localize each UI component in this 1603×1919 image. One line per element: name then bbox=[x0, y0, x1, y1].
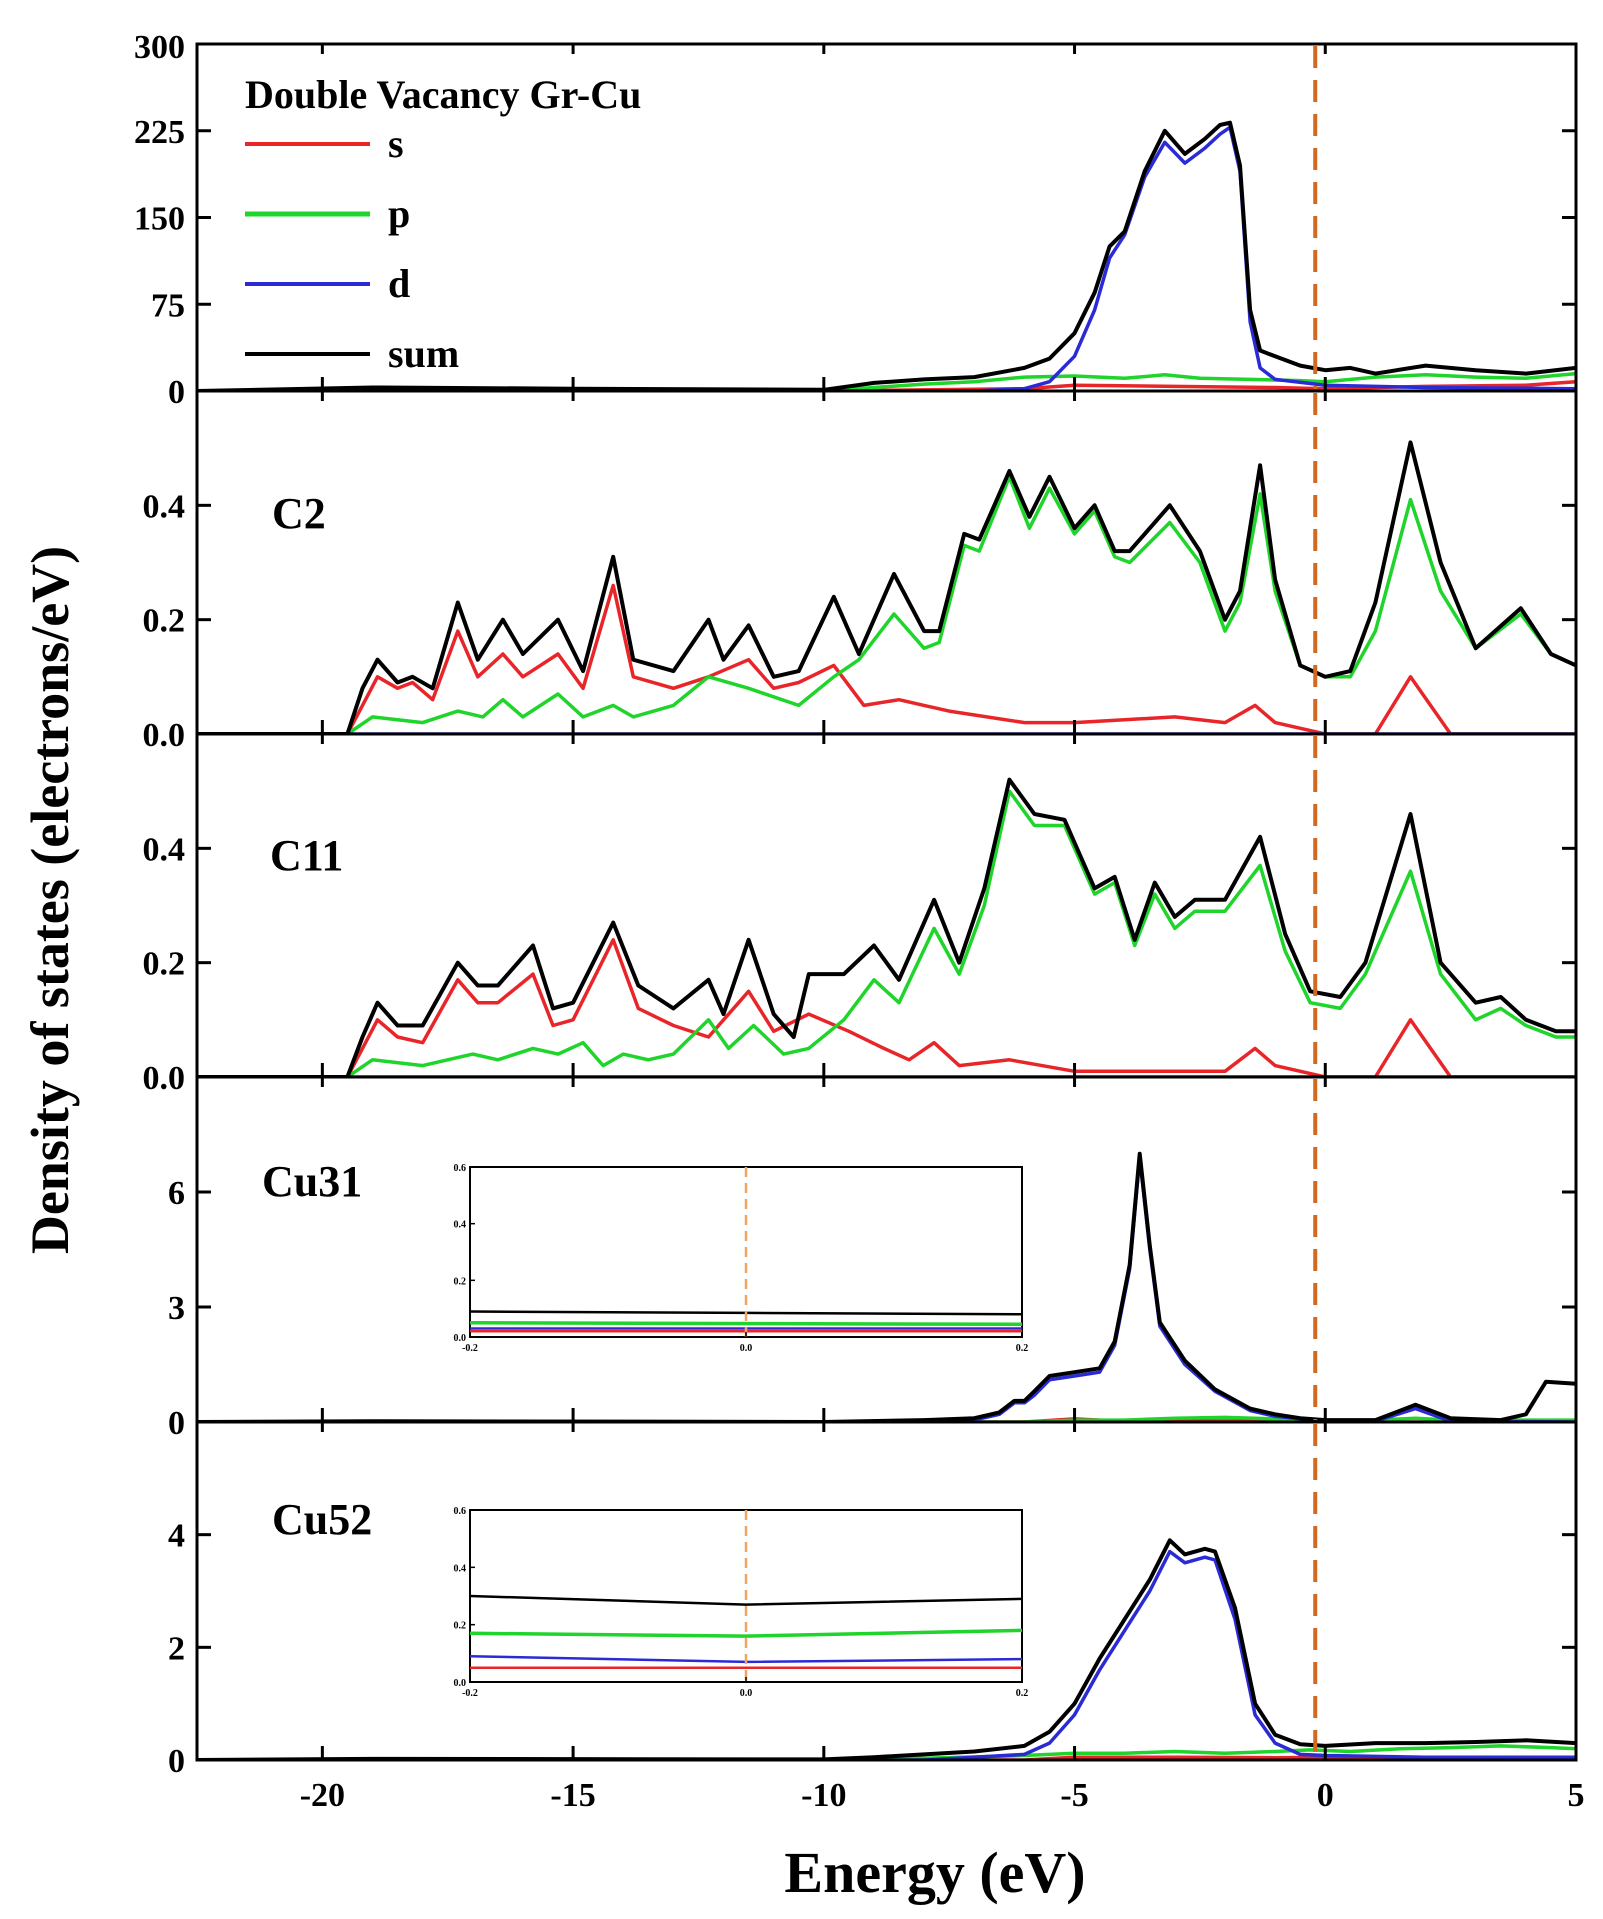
y-tick-label: 0 bbox=[168, 1405, 185, 1442]
inset-y-tick-label: 0.0 bbox=[454, 1678, 467, 1689]
series-sum-line bbox=[197, 1538, 1576, 1760]
inset-x-tick-label: -0.2 bbox=[462, 1343, 478, 1354]
inset-series-p-line bbox=[469, 1321, 1023, 1327]
inset-y-tick-label: 0.2 bbox=[454, 1621, 467, 1632]
inset-x-tick-label: 0.0 bbox=[740, 1688, 753, 1699]
legend-p-label: p bbox=[388, 191, 410, 236]
y-tick-label: 225 bbox=[134, 114, 185, 151]
inset-x-tick-label: 0.2 bbox=[1016, 1688, 1029, 1699]
panel-frame bbox=[195, 1420, 1578, 1762]
x-axis-title: Energy (eV) bbox=[784, 1840, 1085, 1905]
x-tick-label: -5 bbox=[1060, 1777, 1088, 1814]
inset-series-p-line bbox=[469, 1628, 1023, 1638]
series-sum-line bbox=[197, 440, 1576, 734]
series-p-line bbox=[197, 475, 1576, 734]
y-tick-label: 0.4 bbox=[143, 831, 186, 868]
inset-cu52: 0.00.20.40.6-0.2 0.0 0.2 bbox=[454, 1506, 1029, 1699]
y-tick-label: 4 bbox=[168, 1518, 185, 1555]
inset-x-tick-label: 0.2 bbox=[1016, 1343, 1029, 1354]
panels: 0 75 150 225 300 0.0 0.2 0.4 C2 0.0 0.2 0.4 C11 0 3 6 Cu… bbox=[134, 29, 1585, 1814]
inset-y-tick-label: 0.6 bbox=[454, 1163, 467, 1174]
y-tick-label: 0 bbox=[168, 1743, 185, 1780]
panel-c2: 0.0 0.2 0.4 C2 bbox=[143, 389, 1578, 754]
series-d-line bbox=[197, 1549, 1576, 1760]
y-tick-label: 300 bbox=[134, 29, 185, 66]
panel-label: C2 bbox=[272, 489, 326, 538]
series-d-line bbox=[197, 125, 1576, 391]
x-tick-label: -20 bbox=[300, 1777, 345, 1814]
series-p-line bbox=[197, 789, 1576, 1077]
inset-y-tick-label: 0.6 bbox=[454, 1506, 467, 1517]
inset-y-tick-label: 0.0 bbox=[454, 1333, 467, 1344]
inset-x-tick-label: -0.2 bbox=[462, 1688, 478, 1699]
panel-total: 0 75 150 225 300 bbox=[134, 29, 1578, 411]
legend-s-label: s bbox=[388, 121, 404, 166]
panel-label: Cu52 bbox=[272, 1495, 372, 1544]
y-tick-label: 0.2 bbox=[143, 946, 186, 983]
y-tick-label: 0 bbox=[168, 374, 185, 411]
inset-y-tick-label: 0.4 bbox=[454, 1220, 467, 1231]
x-tick-label: -10 bbox=[801, 1777, 846, 1814]
inset-series-sum-line bbox=[469, 1594, 1023, 1606]
y-tick-label: 150 bbox=[134, 201, 185, 238]
y-tick-label: 6 bbox=[168, 1175, 185, 1212]
y-tick-label: 0.0 bbox=[143, 717, 186, 754]
y-tick-label: 0.4 bbox=[143, 488, 186, 525]
series-sum-line bbox=[197, 120, 1576, 391]
inset-y-tick-label: 0.2 bbox=[454, 1276, 467, 1287]
series-s-line bbox=[197, 938, 1576, 1077]
legend-items: spd sum bbox=[245, 121, 459, 376]
y-tick-label: 3 bbox=[168, 1290, 185, 1327]
y-tick-label: 0.0 bbox=[143, 1060, 186, 1097]
x-tick-label: -15 bbox=[550, 1777, 595, 1814]
series-s-line bbox=[197, 583, 1576, 734]
series-sum-line bbox=[197, 1151, 1576, 1422]
y-tick-label: 75 bbox=[151, 287, 185, 324]
inset-y-tick-label: 0.4 bbox=[454, 1563, 467, 1574]
panel-label: Cu31 bbox=[262, 1157, 362, 1206]
y-tick-label: 0.2 bbox=[143, 603, 186, 640]
panel-c11: 0.0 0.2 0.4 C11 bbox=[143, 732, 1578, 1097]
x-axis-ticks: -20 -15 -10 -5 0 5 bbox=[300, 1777, 1585, 1814]
series-p-line bbox=[197, 371, 1576, 391]
legend-title: Double Vacancy Gr-Cu bbox=[245, 72, 641, 117]
panel-frame bbox=[195, 389, 1578, 736]
legend: Double Vacancy Gr-Cu spd sum bbox=[245, 72, 641, 376]
series-sum-line bbox=[197, 777, 1576, 1077]
x-tick-label: 5 bbox=[1568, 1777, 1585, 1814]
y-tick-label: 2 bbox=[168, 1630, 185, 1667]
inset-x-tick-label: 0.0 bbox=[740, 1343, 753, 1354]
inset-cu31: 0.00.20.40.6-0.2 0.0 0.2 bbox=[454, 1163, 1029, 1354]
series-p-line bbox=[197, 1415, 1576, 1422]
panel-label: C11 bbox=[270, 831, 343, 880]
x-tick-label: 0 bbox=[1317, 1777, 1334, 1814]
legend-d-label: d bbox=[388, 261, 410, 306]
y-axis-title: Density of states (electrons/eV) bbox=[20, 546, 80, 1254]
legend-sum-label: sum bbox=[388, 331, 459, 376]
